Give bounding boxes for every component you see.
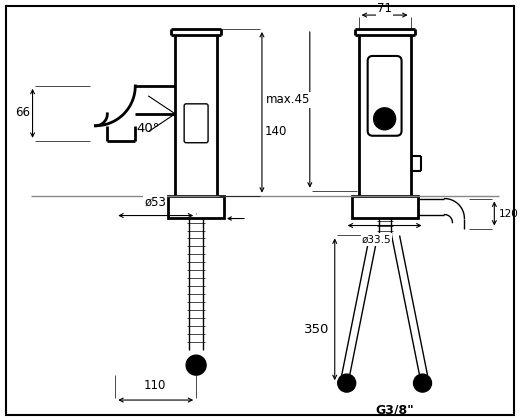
Text: G3/8": G3/8" (375, 404, 414, 417)
Text: 66: 66 (15, 106, 30, 119)
Text: 350: 350 (304, 323, 330, 336)
FancyBboxPatch shape (184, 104, 208, 143)
Text: ø53: ø53 (144, 196, 166, 209)
Text: ø33.5: ø33.5 (362, 234, 392, 244)
Text: 110: 110 (144, 378, 166, 391)
Circle shape (413, 374, 432, 392)
Circle shape (338, 374, 356, 392)
Text: 71: 71 (377, 2, 392, 15)
Circle shape (186, 355, 206, 375)
Text: 120: 120 (498, 209, 518, 218)
Bar (168, 196, 224, 218)
Bar (352, 196, 418, 218)
Text: 40°: 40° (137, 122, 160, 135)
Text: max.45: max.45 (266, 93, 310, 106)
Text: 140: 140 (265, 125, 287, 138)
Circle shape (374, 108, 396, 130)
FancyBboxPatch shape (368, 56, 401, 136)
